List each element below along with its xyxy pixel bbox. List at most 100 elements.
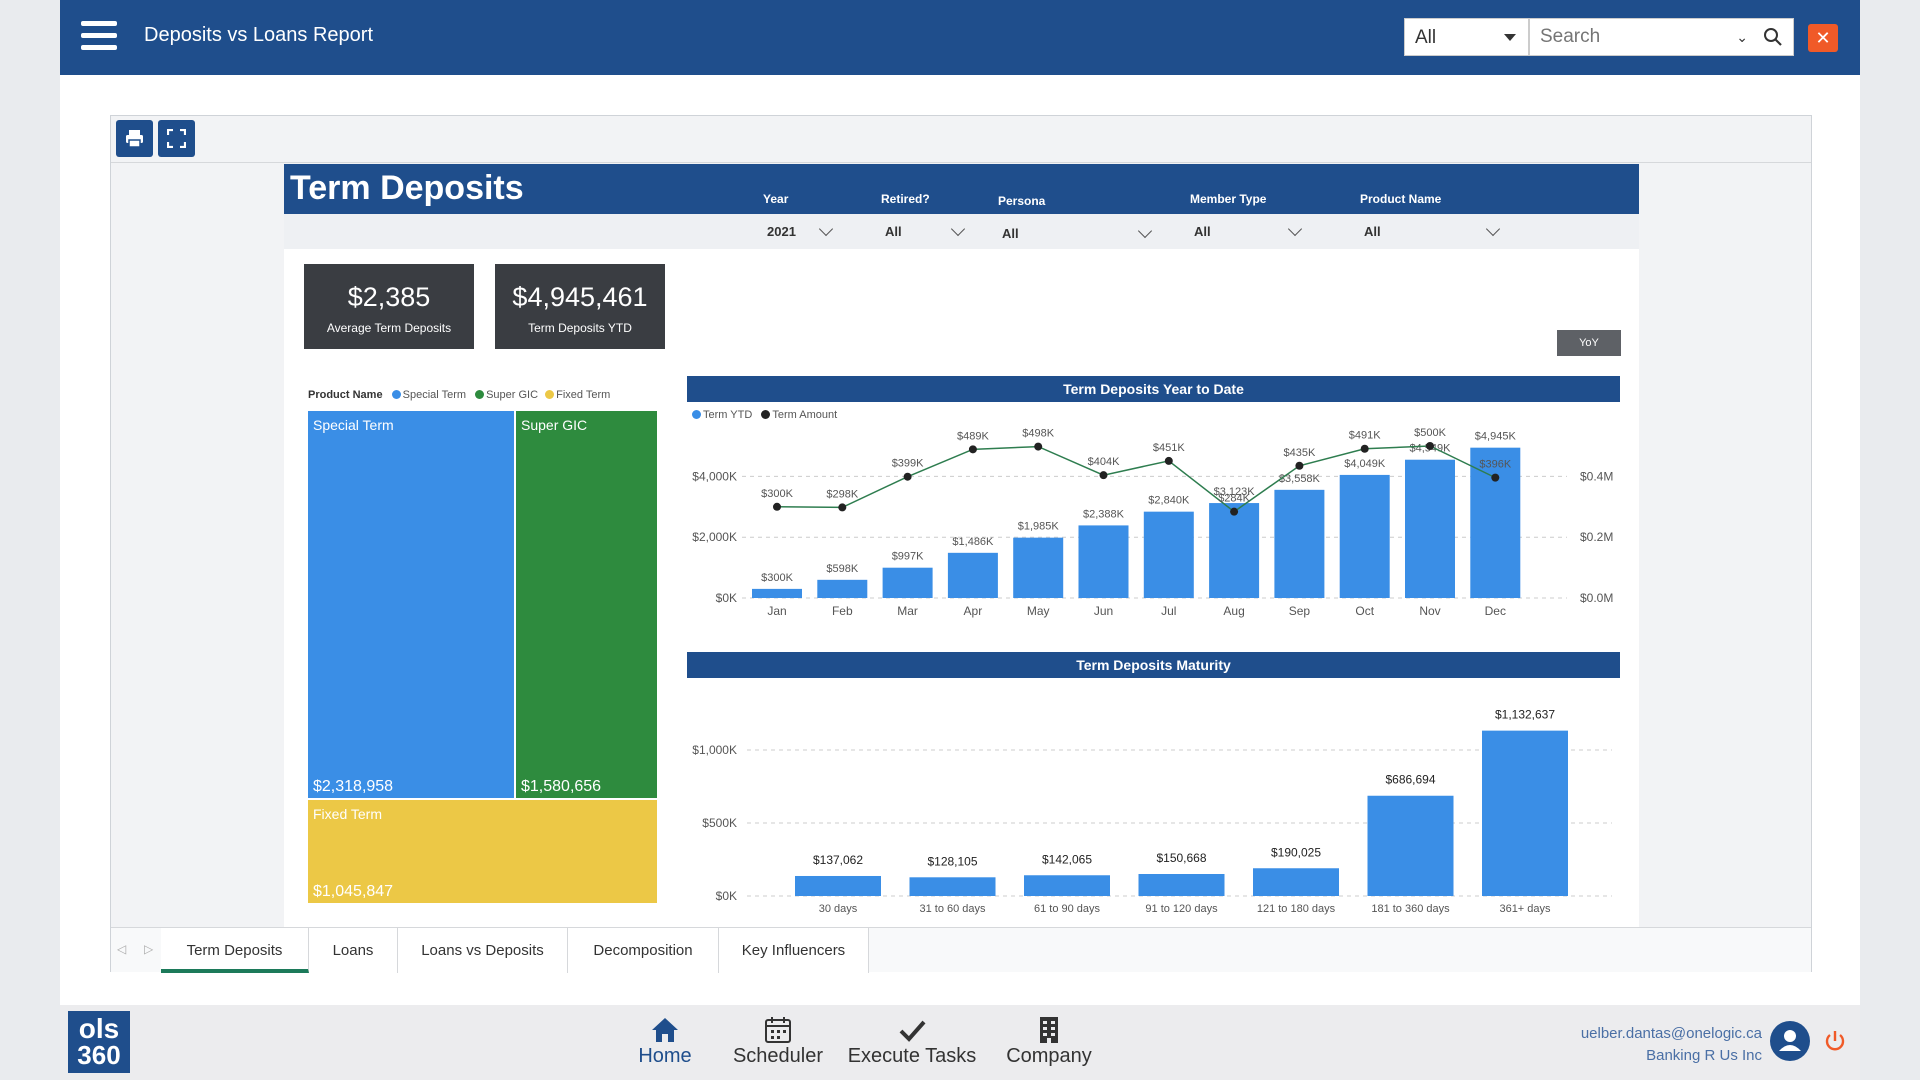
legend-label: Fixed Term — [556, 389, 611, 401]
search-input[interactable] — [1530, 19, 1740, 55]
ytd-bar — [1405, 459, 1455, 598]
term-amount-point — [1360, 444, 1369, 453]
maturity-chart: $0K $500K $1,000K $137,062 30 days $128,105 31… — [692, 708, 1612, 915]
app-title: Deposits vs Loans Report — [144, 24, 374, 46]
nav-label: Company — [1006, 1045, 1092, 1067]
search-scope-value: All — [1415, 27, 1437, 48]
term-amount-label: $489K — [957, 430, 989, 442]
nav-scheduler[interactable]: Scheduler — [718, 1015, 838, 1068]
term-amount-point — [1491, 473, 1500, 482]
kpi-label: Term Deposits YTD — [528, 321, 632, 335]
maturity-bar-label: $190,025 — [1271, 845, 1321, 859]
yoy-button[interactable]: YoY — [1557, 330, 1621, 356]
kpi-card-average: $2,385 Average Term Deposits — [304, 264, 474, 349]
print-button[interactable] — [116, 120, 153, 157]
x-tick-label: 91 to 120 days — [1145, 903, 1218, 915]
bottom-bar: ols 360 Home Scheduler Execute Tasks Com… — [60, 1005, 1860, 1080]
top-bar: Deposits vs Loans Report All ⌄ ✕ — [60, 0, 1860, 75]
kpi-value: $2,385 — [347, 282, 431, 312]
term-amount-label: $500K — [1414, 427, 1446, 439]
maturity-bar — [1024, 875, 1110, 896]
x-tick-label: 30 days — [819, 903, 858, 915]
maturity-bar — [1367, 795, 1454, 896]
calendar-icon — [765, 1017, 791, 1043]
ytd-bar — [947, 552, 998, 598]
chevron-down-icon — [818, 221, 834, 237]
ytd-bar-label: $598K — [826, 563, 858, 575]
ytd-bar-label: $4,049K — [1344, 458, 1386, 470]
term-amount-point — [1295, 461, 1304, 470]
x-tick-label: Jul — [1161, 604, 1176, 618]
hamburger-menu-icon[interactable] — [81, 21, 117, 53]
term-amount-label: $451K — [1153, 442, 1185, 454]
maturity-bar-label: $142,065 — [1042, 852, 1092, 866]
ytd-bar — [1143, 511, 1194, 598]
maturity-chart-title: Term Deposits Maturity — [687, 652, 1620, 678]
caret-down-icon — [1504, 34, 1516, 41]
maturity-bar-label: $137,062 — [813, 853, 863, 867]
chevron-down-icon[interactable]: ⌄ — [1736, 29, 1748, 45]
treemap-cell-value: $2,318,958 — [313, 778, 394, 795]
tab-term-deposits[interactable]: Term Deposits — [161, 928, 309, 973]
ytd-bar-label: $997K — [892, 551, 924, 563]
ytd-bar-label: $4,945K — [1475, 431, 1517, 443]
ytd-bar — [1078, 525, 1129, 598]
x-tick-label: 31 to 60 days — [919, 903, 986, 915]
nav-company[interactable]: Company — [994, 1015, 1104, 1068]
slicer-product-name-label: Product Name — [1360, 192, 1442, 206]
x-tick-label: 361+ days — [1499, 903, 1551, 915]
slicer-year-value: 2021 — [767, 224, 796, 239]
user-icon — [1779, 1030, 1801, 1051]
y-tick-label: $1,000K — [692, 743, 737, 757]
treemap-cell-name: Fixed Term — [313, 806, 382, 822]
maturity-bar-label: $1,132,637 — [1495, 708, 1555, 722]
chevron-down-icon — [950, 221, 966, 237]
y2-tick-label: $0.0M — [1580, 591, 1613, 605]
tab-key-influencers[interactable]: Key Influencers — [719, 928, 869, 973]
x-tick-label: Feb — [832, 604, 853, 618]
term-amount-point — [968, 445, 977, 454]
treemap-cell-super-gic[interactable]: Super GIC $1,580,656 — [516, 411, 657, 798]
treemap-cell-value: $1,045,847 — [313, 883, 394, 900]
maturity-bar-label: $150,668 — [1156, 851, 1206, 865]
slicer-member-type-value: All — [1194, 224, 1211, 239]
tab-decomposition[interactable]: Decomposition — [568, 928, 719, 973]
x-tick-label: Jun — [1094, 604, 1113, 618]
term-amount-label: $435K — [1283, 447, 1315, 459]
treemap-cell-fixed-term[interactable]: Fixed Term $1,045,847 — [308, 800, 657, 903]
tab-next-icon[interactable]: ▷ — [144, 942, 154, 956]
legend-dot — [545, 389, 555, 399]
report-header: Term Deposits Year Retired? Persona Memb… — [284, 164, 1639, 214]
avatar[interactable] — [1770, 1021, 1810, 1061]
slicer-member-type-label: Member Type — [1190, 192, 1267, 206]
legend-label: Super GIC — [486, 389, 539, 401]
ytd-bar — [1013, 537, 1064, 598]
search-icon[interactable] — [1763, 27, 1783, 47]
term-amount-point — [1426, 442, 1434, 450]
term-amount-label: $491K — [1349, 430, 1381, 442]
search-scope-select[interactable]: All — [1404, 18, 1529, 56]
ytd-bar — [1274, 489, 1325, 598]
legend-dot — [761, 409, 771, 419]
y2-tick-label: $0.2M — [1580, 530, 1613, 544]
nav-home[interactable]: Home — [625, 1015, 705, 1068]
tab-loans-vs-deposits[interactable]: Loans vs Deposits — [398, 928, 568, 973]
term-amount-point — [1099, 471, 1108, 480]
close-button[interactable]: ✕ — [1808, 24, 1838, 52]
power-icon[interactable] — [1823, 1029, 1847, 1053]
y-tick-label: $2,000K — [692, 530, 737, 544]
term-amount-label: $284K — [1218, 493, 1250, 505]
tab-prev-icon[interactable]: ◁ — [117, 942, 127, 956]
chevron-down-icon — [1485, 221, 1501, 237]
report-title: Term Deposits — [290, 169, 524, 207]
tab-loans[interactable]: Loans — [309, 928, 398, 973]
x-tick-label: Dec — [1485, 604, 1506, 618]
report-toolbar — [111, 116, 1811, 163]
treemap-cell-special-term[interactable]: Special Term $2,318,958 — [308, 411, 514, 798]
x-tick-label: 181 to 360 days — [1371, 903, 1450, 915]
legend-label: Special Term — [402, 389, 467, 401]
ytd-bar-label: $1,486K — [952, 536, 994, 548]
fullscreen-button[interactable] — [158, 120, 195, 157]
nav-execute-tasks[interactable]: Execute Tasks — [837, 1015, 987, 1068]
term-amount-point — [1034, 442, 1043, 451]
